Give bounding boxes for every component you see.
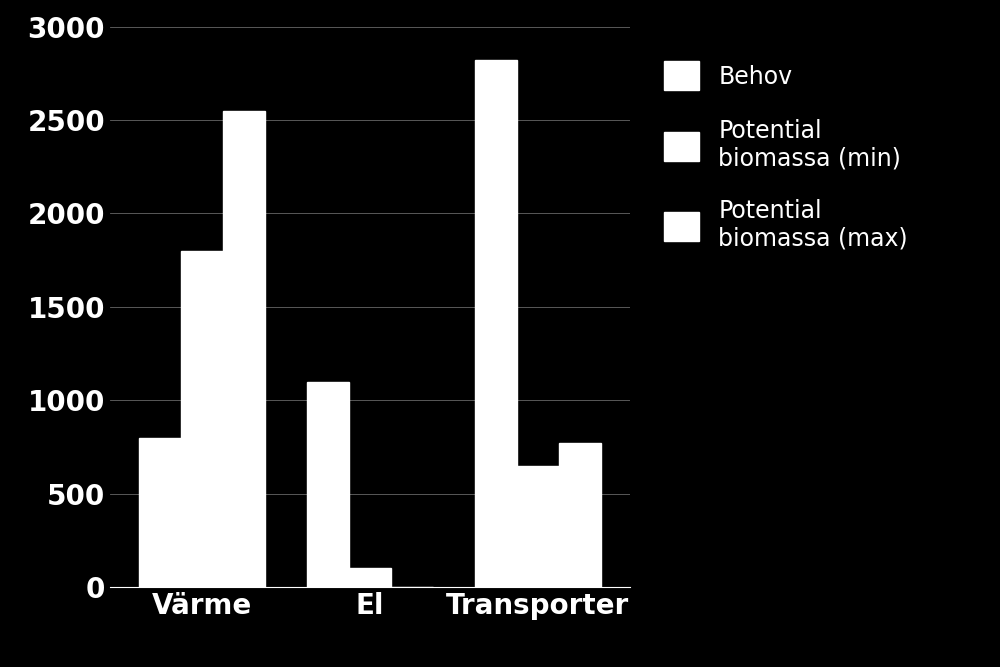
Bar: [223, 111, 265, 587]
Bar: [307, 382, 349, 587]
Bar: [139, 438, 181, 587]
Bar: [349, 568, 391, 587]
Bar: [181, 251, 223, 587]
Bar: [517, 466, 559, 587]
Bar: [475, 60, 517, 587]
Legend: Behov, Potential
biomassa (min), Potential
biomassa (max): Behov, Potential biomassa (min), Potenti…: [652, 49, 920, 262]
Bar: [559, 443, 601, 587]
